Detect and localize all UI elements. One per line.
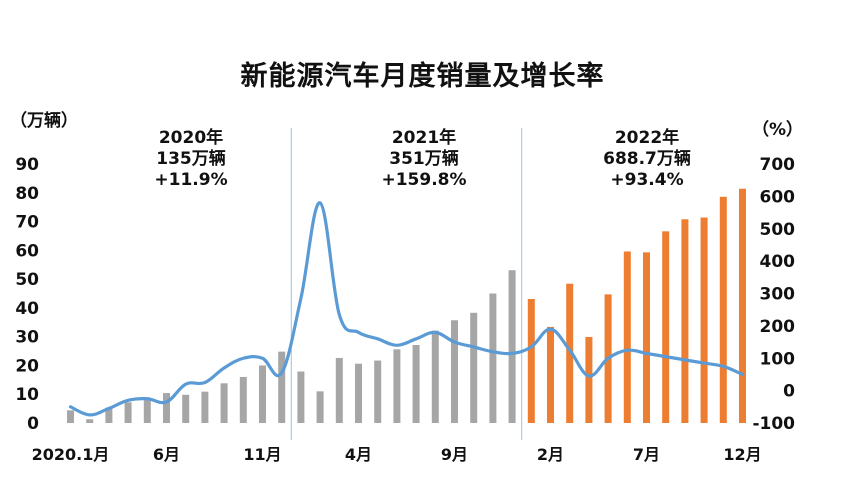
annotation-2022-growth: +93.4% (610, 170, 684, 190)
right-axis-tick-label: 700 (760, 155, 796, 175)
annotation-2020-growth: +11.9% (154, 170, 228, 190)
annotation-2020: 2020年 135万辆 +11.9% (116, 128, 266, 191)
sales-bar (623, 251, 631, 423)
sales-bar (355, 363, 362, 423)
left-axis-unit: （万辆） (10, 111, 78, 131)
right-axis-tick-label: 300 (760, 285, 796, 305)
sales-bar (412, 345, 420, 423)
right-axis-tick-label: 400 (760, 252, 796, 272)
right-axis-tick-label: -100 (752, 414, 795, 434)
x-axis-tick-label: 12月 (723, 445, 761, 464)
annotation-2022-total: 688.7万辆 (603, 149, 691, 169)
left-axis-tick-label: 80 (15, 184, 39, 204)
annotation-2021: 2021年 351万辆 +159.8% (349, 128, 499, 191)
right-axis-tick-label: 200 (760, 317, 796, 337)
x-axis-tick-label: 9月 (441, 445, 468, 464)
sales-bar (335, 357, 343, 423)
x-axis-tick-label: 7月 (633, 445, 660, 464)
right-axis-tick-label: 100 (760, 349, 796, 369)
sales-bar (527, 298, 535, 423)
left-axis-tick-label: 90 (15, 155, 39, 175)
x-axis-tick-label: 2020.1月 (32, 445, 110, 464)
sales-bar (508, 270, 516, 423)
sales-bar (67, 410, 74, 423)
sales-bar (239, 376, 247, 423)
right-axis-tick-label: 500 (760, 220, 796, 240)
sales-bar (86, 419, 94, 423)
sales-bar (182, 394, 190, 423)
sales-bar (470, 312, 478, 423)
sales-bar (489, 293, 497, 423)
sales-bar (143, 399, 151, 423)
left-axis-tick-label: 50 (15, 270, 39, 290)
sales-bar (374, 360, 382, 423)
x-axis-tick-label: 11月 (243, 445, 281, 464)
sales-bar (739, 188, 746, 423)
sales-bar (585, 336, 593, 423)
left-axis-tick-label: 10 (15, 385, 39, 405)
right-axis-tick-label: 600 (760, 187, 796, 207)
left-axis-tick-label: 0 (27, 414, 39, 434)
left-axis-tick-label: 20 (15, 356, 39, 376)
sales-bar (547, 326, 554, 423)
growth-rate-line (68, 201, 745, 417)
sales-bar (700, 217, 708, 423)
right-axis-unit: （%） (752, 120, 804, 140)
sales-bar (431, 330, 439, 423)
left-axis-tick-label: 70 (15, 213, 39, 233)
sales-bar (662, 231, 670, 423)
sales-bar (201, 391, 209, 423)
annotation-2020-total: 135万辆 (156, 149, 226, 169)
sales-bar (451, 320, 458, 423)
left-axis-tick-label: 40 (15, 299, 39, 319)
sales-bar (393, 349, 401, 423)
sales-bar (220, 383, 228, 423)
sales-bar (681, 219, 689, 423)
right-axis-tick-label: 0 (783, 382, 795, 402)
sales-bar (163, 393, 170, 423)
sales-bar (259, 365, 266, 423)
sales-bar (643, 252, 650, 423)
chart-title: 新能源汽车月度销量及增长率 (240, 61, 605, 92)
x-axis-tick-label: 4月 (345, 445, 372, 464)
sales-bar (316, 391, 324, 423)
sales-bar (124, 402, 132, 423)
left-axis-tick-label: 60 (15, 241, 39, 261)
annotation-2021-total: 351万辆 (389, 149, 459, 169)
sales-bar (719, 196, 727, 423)
annotation-2020-year: 2020年 (158, 128, 224, 148)
sales-bar (566, 283, 574, 423)
annotation-2021-year: 2021年 (391, 128, 457, 148)
x-axis-tick-label: 6月 (153, 445, 180, 464)
sales-bar (105, 407, 113, 423)
annotation-2022: 2022年 688.7万辆 +93.4% (572, 128, 722, 191)
left-axis-tick-label: 30 (15, 328, 39, 348)
x-axis-tick-label: 2月 (537, 445, 564, 464)
sales-bar (297, 371, 305, 423)
annotation-2021-growth: +159.8% (381, 170, 467, 190)
annotation-2022-year: 2022年 (614, 128, 680, 148)
sales-bar (278, 351, 286, 423)
